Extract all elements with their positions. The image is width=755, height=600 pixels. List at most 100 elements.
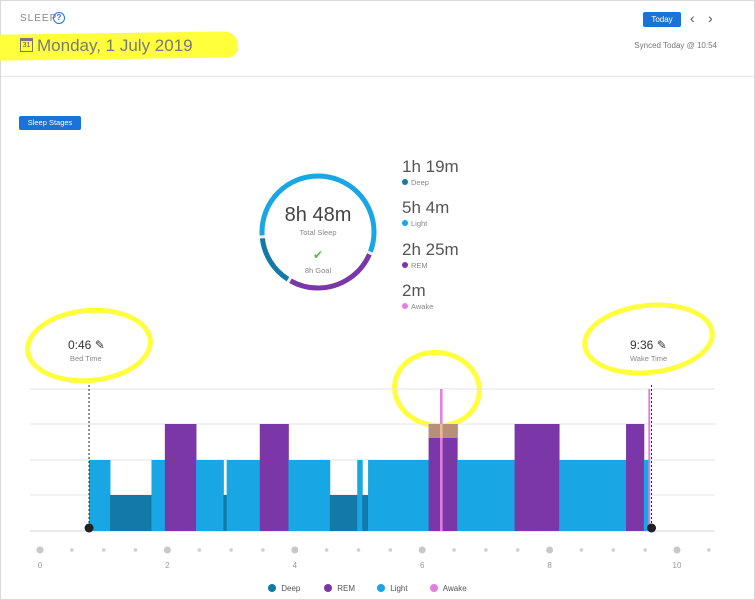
x-tick-label: 0	[38, 561, 43, 570]
bed-time-value[interactable]: 0:46 ✎	[68, 338, 105, 352]
deep-label: Deep	[411, 178, 429, 187]
stage-bar-rem	[626, 424, 645, 531]
awake-legend-icon	[430, 584, 438, 592]
axis-minor-dot	[261, 548, 265, 552]
axis-minor-dot	[388, 548, 393, 552]
chevron-right-icon[interactable]: ›	[708, 10, 713, 26]
axis-minor-dot	[643, 548, 647, 552]
awake-label: Awake	[411, 302, 434, 311]
chevron-left-icon[interactable]: ‹	[690, 10, 695, 26]
axis-minor-dot	[197, 548, 202, 552]
wake-time-value[interactable]: 9:36 ✎	[630, 338, 667, 352]
axis-minor-dot	[70, 548, 74, 552]
header-divider	[1, 76, 754, 77]
ring-segment-light	[259, 173, 377, 291]
stage-bar-light	[559, 460, 627, 531]
sleep-stages-chart: 0 2 4 6 8 10	[30, 385, 715, 570]
stage-bar-light	[196, 460, 224, 531]
deep-legend-icon	[268, 584, 276, 592]
rem-dot-icon	[402, 262, 408, 268]
legend-rem: REM	[324, 584, 355, 593]
sync-status: Synced Today @ 10:54	[634, 41, 717, 50]
total-sleep-value: 8h 48m	[284, 204, 352, 226]
stage-bar-light	[357, 460, 363, 531]
deep-duration: 1h 19m	[402, 157, 459, 176]
pencil-icon[interactable]: ✎	[656, 338, 667, 352]
stage-bar-deep	[223, 495, 228, 531]
bed-time-marker-icon	[84, 523, 94, 533]
stage-bar-deep	[329, 495, 358, 531]
light-legend-icon	[377, 584, 385, 592]
legend-deep: Deep	[268, 584, 300, 593]
light-label: Light	[411, 219, 428, 228]
legend-light: Light	[377, 584, 408, 593]
axis-minor-dot	[484, 548, 488, 552]
axis-minor-dot	[515, 548, 520, 552]
stage-bar-light	[457, 460, 515, 531]
axis-major-dot	[418, 546, 426, 554]
x-tick-label: 6	[420, 561, 425, 570]
axis-minor-dot	[324, 548, 329, 552]
calendar-icon[interactable]: 31	[20, 38, 33, 52]
axis-minor-dot	[707, 548, 711, 552]
bed-time-label: Bed Time	[70, 354, 102, 363]
rem-legend-icon	[324, 584, 332, 592]
stage-summary-light: 5h 4m Light	[402, 198, 449, 228]
today-button[interactable]: Today	[643, 12, 681, 27]
stage-bar-deep	[110, 495, 152, 531]
check-icon: ✔	[313, 248, 324, 262]
wake-time-label: Wake Time	[630, 354, 668, 363]
x-tick-label: 2	[165, 561, 170, 570]
total-sleep-label: Total Sleep	[299, 228, 337, 237]
page-date: Monday, 1 July 2019	[37, 36, 193, 55]
goal-label: 8h Goal	[304, 266, 332, 275]
stage-bar-rem	[164, 424, 197, 531]
section-title: SLEEP	[20, 13, 58, 24]
stage-bar-light	[226, 460, 261, 531]
axis-minor-dot	[452, 548, 456, 552]
axis-minor-dot	[229, 548, 233, 552]
x-tick-label: 8	[547, 561, 552, 570]
axis-major-dot	[291, 546, 299, 554]
axis-major-dot	[163, 546, 171, 554]
legend-awake: Awake	[430, 584, 467, 593]
stage-bar-light	[288, 460, 331, 531]
stage-summary-awake: 2m Awake	[402, 281, 433, 311]
axis-major-dot	[546, 546, 554, 554]
stage-bar-deep	[362, 495, 369, 531]
stage-bar-light	[643, 460, 649, 531]
axis-minor-dot	[611, 548, 616, 552]
stage-bar-rem	[259, 424, 289, 531]
stage-bar-awake	[648, 389, 651, 531]
axis-major-dot	[673, 546, 681, 554]
axis-major-dot	[36, 546, 44, 554]
stage-bar-light	[151, 460, 166, 531]
stage-bar-light	[368, 460, 429, 531]
x-tick-label: 10	[673, 561, 682, 570]
rem-label: REM	[411, 261, 428, 270]
pencil-icon[interactable]: ✎	[94, 338, 105, 352]
help-icon[interactable]: ?	[53, 12, 65, 24]
ring-segment-rem	[259, 173, 377, 291]
axis-minor-dot	[101, 548, 106, 552]
stage-bar-rem	[514, 424, 560, 531]
total-sleep-ring	[259, 173, 377, 291]
axis-minor-dot	[579, 548, 584, 552]
light-duration: 5h 4m	[402, 198, 450, 217]
deep-dot-icon	[402, 179, 408, 185]
awake-dot-icon	[402, 303, 408, 309]
stage-summary-rem: 2h 25m REM	[402, 240, 459, 270]
stage-summary-deep: 1h 19m Deep	[402, 157, 459, 187]
awake-highlight-mark	[428, 424, 458, 438]
rem-duration: 2h 25m	[402, 240, 459, 259]
stage-bar-light	[89, 460, 111, 531]
axis-minor-dot	[356, 548, 361, 552]
wake-time-marker-icon	[647, 523, 657, 533]
stage-bar-rem	[428, 424, 458, 531]
x-tick-label: 4	[293, 561, 298, 570]
awake-duration: 2m	[402, 281, 426, 300]
axis-minor-dot	[133, 548, 138, 552]
light-dot-icon	[402, 220, 408, 226]
stage-bar-awake	[440, 389, 443, 531]
sleep-stages-button[interactable]: Sleep Stages	[19, 116, 81, 130]
